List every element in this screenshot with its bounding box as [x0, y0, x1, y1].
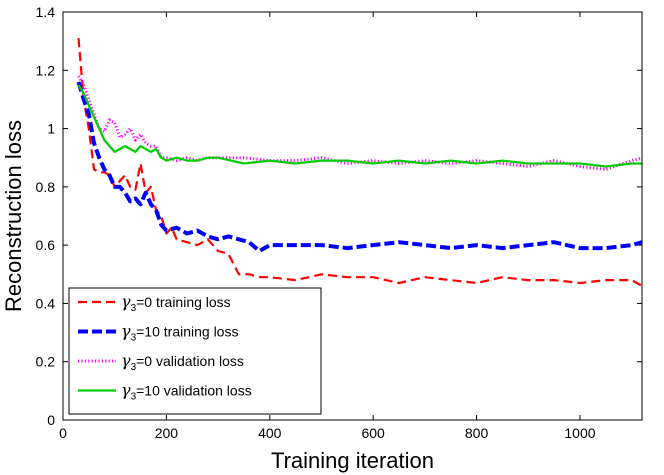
x-tick-label: 400 — [258, 425, 282, 441]
legend-label-2: γ3=0 validation loss — [121, 351, 244, 373]
x-axis-title: Training iteration — [271, 448, 434, 473]
legend: γ3=0 training loss γ3=10 training loss γ3=… — [68, 287, 322, 415]
y-tick-label: 0.2 — [36, 354, 56, 370]
x-tick-label: 200 — [155, 425, 179, 441]
series-layer — [76, 38, 643, 287]
y-tick-label: 0.6 — [36, 237, 56, 253]
series-line-1 — [76, 81, 643, 253]
y-tick-label: 0.8 — [36, 179, 56, 195]
legend-label-3: γ3=10 validation loss — [121, 381, 252, 403]
x-tick-label: 0 — [59, 425, 67, 441]
series-line-0 — [77, 38, 643, 287]
x-tick-label: 600 — [361, 425, 385, 441]
x-tick-label: 800 — [465, 425, 489, 441]
y-tick-label: 1.4 — [36, 4, 56, 20]
x-tick-label: 1000 — [564, 425, 595, 441]
y-tick-label: 1.2 — [36, 62, 56, 78]
legend-box — [68, 287, 322, 415]
tick-layer: 0 200 400 600 800 1000 0 0.2 0.4 0.6 0.8 1 1.2 1.4 — [36, 4, 642, 441]
series-line-3 — [77, 84, 642, 168]
y-tick-label: 1 — [47, 121, 55, 137]
legend-label-0: γ3=0 training loss — [121, 292, 231, 314]
y-tick-label: 0 — [47, 412, 55, 428]
y-axis-title: Reconstruction loss — [1, 120, 26, 312]
plot-frame — [62, 11, 643, 421]
y-tick-label: 0.4 — [36, 295, 56, 311]
legend-label-1: γ3=10 training loss — [121, 322, 238, 344]
